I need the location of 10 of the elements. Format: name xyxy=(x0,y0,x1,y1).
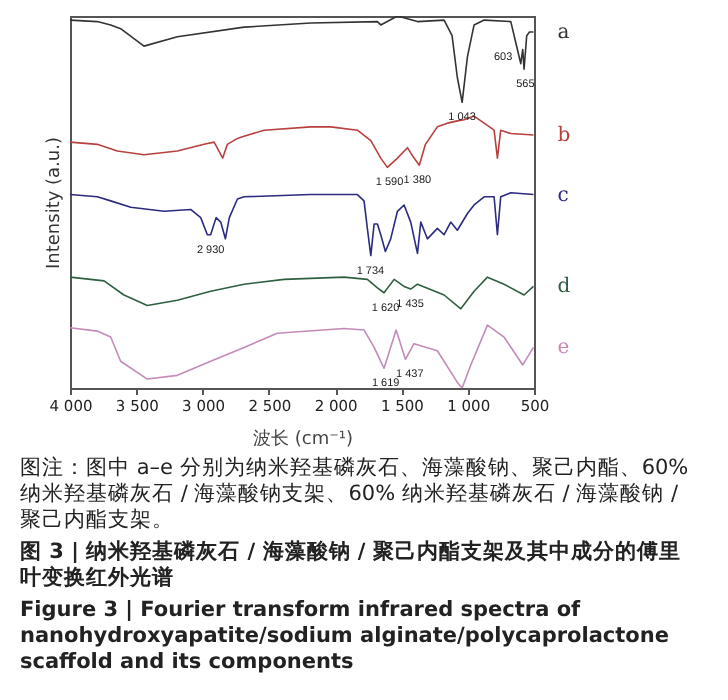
x-axis-title: 波长 (cm⁻¹) xyxy=(253,428,353,450)
series-label: b xyxy=(557,125,571,148)
text: 图 3 | 纳米羟基磷灰石 / 海藻酸钠 / 聚己内酯支架及其中成分的傅里叶变换红外光谱 xyxy=(20,540,683,592)
series-label: d xyxy=(557,276,572,299)
series-label: a xyxy=(557,22,570,44)
series-label: e xyxy=(557,337,570,360)
text: Figure 3 | Fourier transform infrared spectra of nanohydroxyapatite/sodium alginate/polycaprolactone scaffold and its components xyxy=(20,598,671,676)
y-axis-title: Intensity (a.u.) xyxy=(45,137,65,269)
series-label: c xyxy=(557,184,570,207)
text: 图注：图中 a–e 分别为纳米羟基磷灰石、海藻酸钠、聚己内酯、60% 纳米羟基磷灰石 / 海藻酸钠支架、60% 纳米羟基磷灰石 / 海藻酸钠 / 聚己内酯支架。 xyxy=(20,456,691,534)
